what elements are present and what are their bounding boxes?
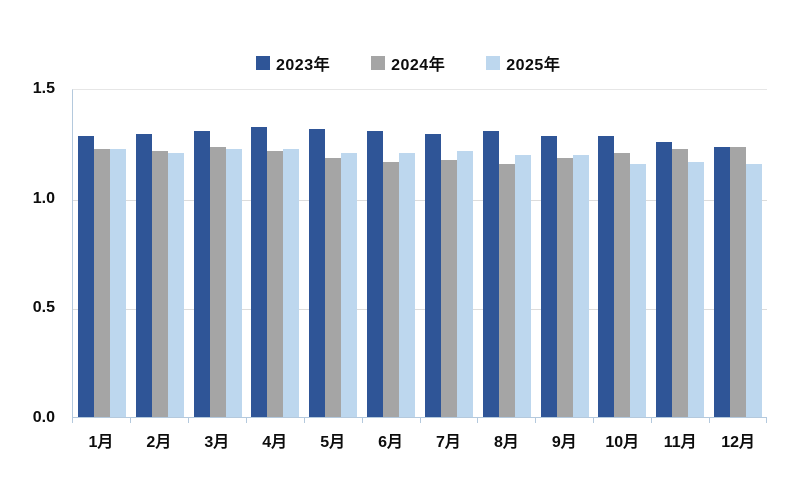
bar-2025年-12月 — [746, 164, 763, 417]
bar-2024年-3月 — [209, 146, 226, 417]
bar-2025年-4月 — [283, 148, 300, 417]
bar-group-3月 — [189, 90, 247, 417]
x-tick — [766, 418, 767, 423]
x-cat-label-9月: 9月 — [551, 434, 577, 451]
bar-2023年-12月 — [714, 146, 731, 417]
bar-2025年-5月 — [341, 153, 358, 417]
plot-area — [72, 89, 767, 418]
y-axis: 0.0 0.5 1.0 1.5 — [0, 80, 55, 426]
x-cat-label-5月: 5月 — [320, 434, 346, 451]
bar-2025年-7月 — [456, 151, 473, 417]
x-tick — [72, 418, 73, 423]
bar-2023年-8月 — [482, 131, 499, 417]
legend-swatch — [256, 56, 270, 70]
bar-group-7月 — [420, 90, 478, 417]
bar-2025年-10月 — [630, 164, 647, 417]
bar-group-12月 — [709, 90, 767, 417]
chart-legend: 2023年 2024年 2025年 — [256, 51, 560, 75]
bar-2024年-11月 — [672, 148, 689, 417]
legend-swatch — [486, 56, 501, 70]
bar-2023年-1月 — [77, 135, 94, 417]
bar-2023年-10月 — [598, 135, 615, 417]
x-tick — [362, 418, 363, 423]
bar-2025年-6月 — [399, 153, 416, 417]
bar-group-10月 — [593, 90, 651, 417]
bar-2024年-4月 — [267, 151, 284, 417]
x-cat-label-8月: 8月 — [493, 434, 519, 451]
bar-group-9月 — [536, 90, 594, 417]
bar-2023年-3月 — [193, 131, 210, 417]
legend-label: 2025年 — [506, 57, 561, 74]
legend-item-2025年: 2025年 — [486, 51, 560, 75]
bar-2024年-5月 — [325, 157, 342, 417]
bar-2024年-8月 — [498, 164, 515, 417]
bar-2023年-7月 — [424, 133, 441, 417]
x-cat-label-12月: 12月 — [721, 434, 755, 451]
x-cat-label-2月: 2月 — [146, 434, 172, 451]
bar-2023年-2月 — [135, 133, 152, 417]
bar-2025年-1月 — [109, 148, 126, 417]
bar-2024年-9月 — [556, 157, 573, 417]
bar-2025年-11月 — [688, 161, 705, 417]
y-tick-label: 0.0 — [32, 409, 55, 426]
bar-groups — [73, 90, 767, 417]
legend-item-2024年: 2024年 — [371, 51, 445, 75]
bar-group-8月 — [478, 90, 536, 417]
x-tick — [477, 418, 478, 423]
y-tick-label: 1.5 — [32, 80, 55, 97]
x-cat-label-10月: 10月 — [605, 434, 640, 451]
bar-group-11月 — [651, 90, 709, 417]
legend-label: 2023年 — [276, 57, 331, 74]
bar-group-6月 — [362, 90, 420, 417]
x-cat-label-3月: 3月 — [204, 434, 230, 451]
legend-item-2023年: 2023年 — [256, 51, 330, 75]
bar-2025年-8月 — [514, 155, 531, 417]
bar-group-5月 — [304, 90, 362, 417]
x-cat-label-11月: 11月 — [663, 434, 697, 451]
legend-swatch — [371, 56, 386, 70]
x-tick — [535, 418, 536, 423]
x-tick — [246, 418, 247, 423]
bar-2024年-2月 — [151, 151, 168, 417]
bar-2024年-1月 — [93, 148, 110, 417]
bar-group-4月 — [246, 90, 304, 417]
bar-group-2月 — [131, 90, 189, 417]
x-tick — [188, 418, 189, 423]
legend-label: 2024年 — [391, 57, 446, 74]
y-tick-label: 1.0 — [32, 189, 55, 207]
bar-2023年-4月 — [251, 127, 268, 417]
bar-2023年-11月 — [656, 142, 673, 417]
x-axis-ticks — [72, 418, 767, 423]
x-tick — [651, 418, 652, 423]
bar-2025年-2月 — [167, 153, 184, 417]
bar-2023年-5月 — [309, 129, 326, 417]
x-axis: 1月 2月 3月 4月 5月 6月 7月 8月 9月 10月 11月 12月 — [72, 428, 767, 452]
x-tick — [304, 418, 305, 423]
x-tick — [420, 418, 421, 423]
gridline — [73, 309, 767, 311]
bar-group-1月 — [73, 90, 131, 417]
bar-2024年-12月 — [730, 146, 747, 417]
bar-2024年-10月 — [614, 153, 631, 417]
gridline — [73, 199, 767, 201]
bar-2023年-6月 — [367, 131, 384, 417]
y-tick-label: 0.5 — [32, 299, 55, 317]
x-tick — [130, 418, 131, 423]
x-cat-label-6月: 6月 — [378, 434, 404, 451]
bar-2024年-7月 — [440, 159, 457, 417]
bar-2024年-6月 — [383, 161, 400, 417]
bar-2023年-9月 — [540, 135, 557, 417]
x-tick — [709, 418, 710, 423]
x-cat-label-7月: 7月 — [436, 434, 461, 451]
x-tick — [593, 418, 594, 423]
bar-2025年-3月 — [225, 148, 242, 417]
x-cat-label-4月: 4月 — [262, 434, 288, 451]
x-cat-label-1月: 1月 — [88, 434, 114, 451]
bar-2025年-9月 — [572, 155, 589, 417]
